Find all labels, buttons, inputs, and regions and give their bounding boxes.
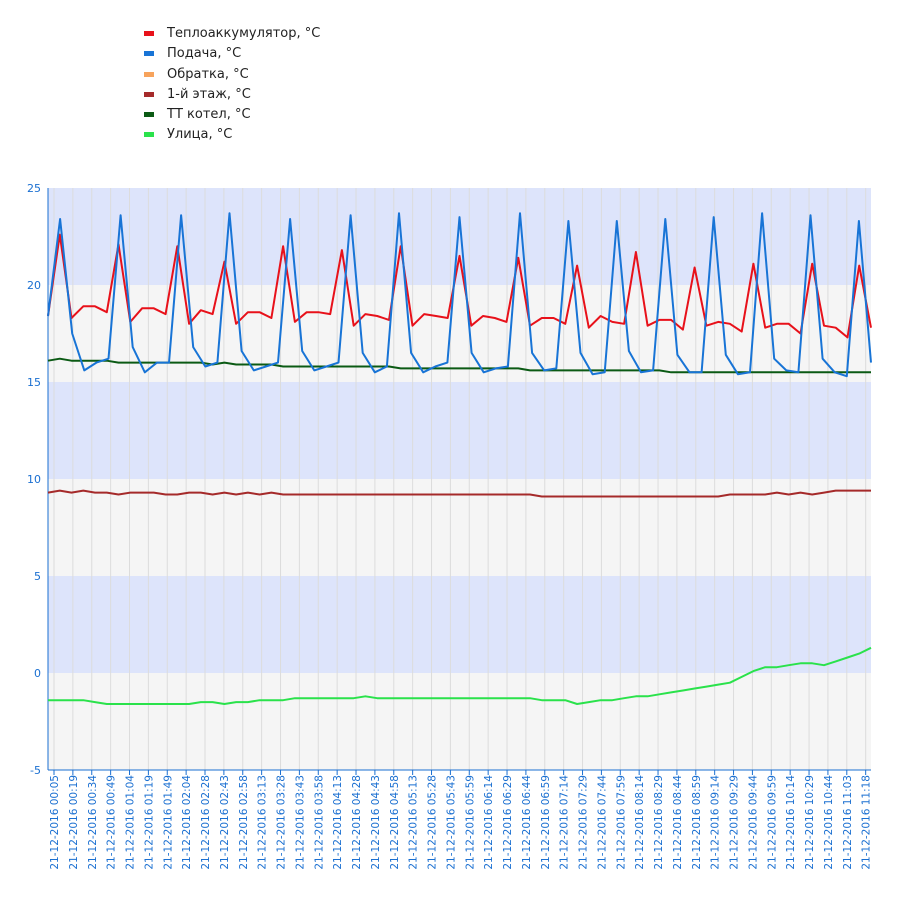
y-tick-label: 15 [27,376,41,389]
x-tick-label: 21-12-2016 09:59 [766,775,778,870]
x-tick-label: 21-12-2016 07:44 [596,775,608,870]
x-tick-label: 21-12-2016 09:29 [729,775,741,870]
series-line [47,357,871,374]
legend-item[interactable]: Теплоаккумулятор, °C [144,24,320,44]
x-tick-label: 21-12-2016 06:59 [540,775,552,870]
x-tick-label: 21-12-2016 02:28 [200,775,212,870]
y-tick-label: 20 [27,279,41,292]
x-tick-label: 21-12-2016 01:19 [143,775,155,870]
x-tick-label: 21-12-2016 05:43 [445,775,457,870]
plot-band [48,188,871,285]
x-tick-label: 21-12-2016 03:58 [313,775,325,870]
legend-item[interactable]: Улица, °C [144,125,320,145]
x-tick-label: 21-12-2016 10:14 [785,775,797,870]
x-tick-label: 21-12-2016 08:44 [672,775,684,870]
x-tick-label: 21-12-2016 07:29 [578,775,590,870]
chart-legend: Теплоаккумулятор, °C Подача, °C Обратка, °… [144,24,320,146]
x-tick-label: 21-12-2016 10:44 [823,775,835,870]
x-tick-label: 21-12-2016 03:43 [294,775,306,870]
x-tick-label: 21-12-2016 02:58 [238,775,250,870]
legend-label: Теплоаккумулятор, °C [167,26,321,41]
legend-item[interactable]: ТТ котел, °C [144,105,320,125]
legend-label: Улица, °C [167,127,233,143]
x-tick-label: 21-12-2016 08:29 [653,775,665,870]
x-tick-label: 21-12-2016 00:34 [87,775,99,870]
x-tick-label: 21-12-2016 03:13 [257,775,269,870]
legend-swatch [144,132,154,138]
x-tick-label: 21-12-2016 08:59 [691,775,703,870]
plot-band [48,576,871,673]
x-tick-label: 21-12-2016 02:43 [219,775,231,870]
legend-label: ТТ котел, °C [167,107,251,123]
x-tick-label: 21-12-2016 05:28 [427,775,439,870]
x-tick-label: 21-12-2016 05:13 [408,775,420,870]
legend-item[interactable]: Обратка, °C [144,65,320,85]
x-tick-label: 21-12-2016 07:14 [559,775,571,870]
legend-swatch [144,31,154,36]
x-tick-label: 21-12-2016 06:44 [521,775,533,870]
legend-label: Подача, °C [167,46,242,62]
x-tick-label: 21-12-2016 03:28 [276,775,288,870]
legend-item[interactable]: Подача, °C [144,44,320,64]
x-tick-label: 21-12-2016 10:29 [804,775,816,870]
x-tick-label: 21-12-2016 05:59 [464,775,476,870]
x-tick-label: 21-12-2016 04:43 [370,775,382,870]
series-line [47,233,872,339]
x-tick-label: 21-12-2016 04:13 [332,775,344,870]
y-tick-label: -5 [30,764,41,777]
x-tick-label: 21-12-2016 01:04 [125,775,137,870]
y-tick-label: 25 [27,182,41,195]
x-tick-label: 21-12-2016 09:14 [710,775,722,870]
x-tick-label: 21-12-2016 04:28 [351,775,363,870]
x-tick-label: 21-12-2016 11:18 [861,775,873,870]
plot-band [48,673,871,770]
x-tick-label: 21-12-2016 07:59 [615,775,627,870]
series-line [48,646,872,705]
plot-band [48,382,871,479]
legend-label: Обратка, °C [167,66,249,82]
x-tick-label: 21-12-2016 06:14 [483,775,495,870]
legend-swatch [144,91,154,97]
y-tick-label: 10 [27,473,41,486]
x-tick-label: 21-12-2016 02:04 [181,775,193,870]
y-tick-label: 0 [34,667,41,680]
legend-swatch [144,51,154,57]
legend-item[interactable]: 1-й этаж, °C [144,85,320,105]
x-tick-label: 21-12-2016 06:29 [502,775,514,870]
x-tick-label: 21-12-2016 09:44 [747,775,759,870]
legend-label: 1-й этаж, °C [167,86,251,102]
x-tick-label: 21-12-2016 00:19 [68,775,80,870]
legend-swatch [144,71,154,77]
x-tick-label: 21-12-2016 00:05 [49,775,61,870]
x-tick-label: 21-12-2016 01:49 [162,775,174,870]
y-tick-label: 5 [34,570,41,583]
x-tick-label: 21-12-2016 04:58 [389,775,401,870]
series-line [47,489,871,498]
legend-swatch [144,112,154,118]
series-line [47,212,872,378]
x-tick-label: 21-12-2016 08:14 [634,775,646,870]
x-tick-label: 21-12-2016 00:49 [106,775,118,870]
x-tick-label: 21-12-2016 11:03 [842,775,854,870]
